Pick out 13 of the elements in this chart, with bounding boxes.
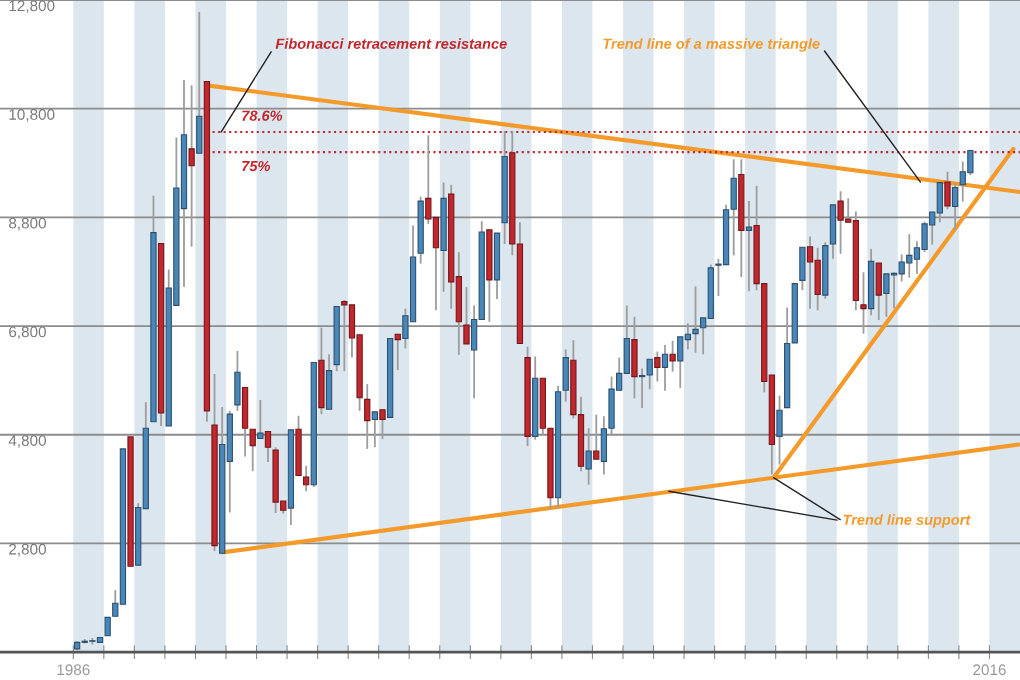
y-tick-label: 10,800 [9, 109, 55, 122]
annotation: 75% [242, 160, 271, 172]
x-tick-label: 2016 [973, 664, 1006, 676]
annotation: Trend line support [843, 514, 971, 528]
y-tick-label: 6,800 [9, 326, 46, 340]
y-tick-label: 12,800 [9, 0, 55, 14]
y-tick-label: 4,800 [8, 435, 46, 448]
y-tick-label: 2,800 [9, 543, 46, 557]
annotation: 78.6% [242, 110, 283, 121]
annotation: Trend line of a massive triangle [603, 38, 820, 52]
x-tick-label: 1986 [57, 664, 90, 676]
y-tick-label: 8,800 [9, 217, 46, 231]
annotation: Fibonacci retracement resistance [275, 38, 507, 49]
